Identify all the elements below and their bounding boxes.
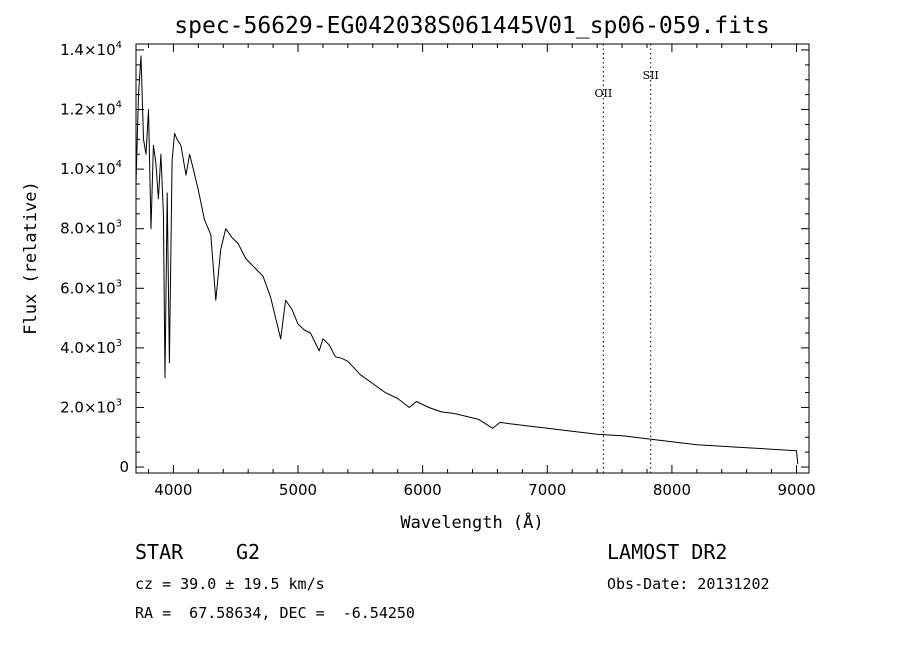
y-tick-label: 8.0×103 bbox=[60, 219, 122, 238]
obs-date: Obs-Date: 20131202 bbox=[607, 575, 770, 593]
y-tick-label: 1.0×104 bbox=[60, 159, 122, 178]
y-tick-label: 1.4×104 bbox=[60, 40, 122, 59]
coordinates-text: RA = 67.58634, DEC = -6.54250 bbox=[135, 604, 415, 622]
flux-series-line bbox=[135, 55, 799, 465]
survey-name: LAMOST DR2 bbox=[607, 540, 728, 564]
spectral-line-label: OII bbox=[595, 87, 613, 100]
object-class: STAR bbox=[135, 540, 184, 564]
x-tick-label: 6000 bbox=[404, 481, 442, 499]
x-tick-label: 9000 bbox=[777, 481, 815, 499]
x-tick-label: 7000 bbox=[528, 481, 566, 499]
y-tick-label: 2.0×103 bbox=[60, 397, 122, 416]
x-tick-label: 4000 bbox=[154, 481, 192, 499]
x-axis-label: Wavelength (Å) bbox=[400, 511, 543, 533]
redshift-text: cz = 39.0 ± 19.5 km/s bbox=[135, 575, 325, 593]
x-tick-label: 8000 bbox=[653, 481, 691, 499]
y-axis-label: Flux (relative) bbox=[21, 181, 41, 335]
spectral-subclass: G2 bbox=[236, 540, 261, 564]
chart-title: spec-56629-EG042038S061445V01_sp06-059.f… bbox=[174, 13, 769, 39]
y-tick-label: 0 bbox=[119, 458, 129, 476]
spectral-line-label: SII bbox=[643, 69, 659, 82]
x-tick-label: 5000 bbox=[279, 481, 317, 499]
y-tick-label: 6.0×103 bbox=[60, 278, 122, 297]
y-tick-label: 4.0×103 bbox=[60, 338, 122, 357]
y-tick-label: 1.2×104 bbox=[60, 100, 122, 119]
plot-frame bbox=[135, 43, 810, 474]
